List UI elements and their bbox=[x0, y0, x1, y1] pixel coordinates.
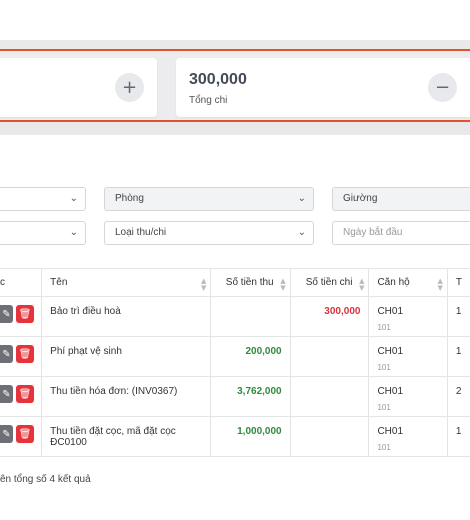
row-t: 1 bbox=[446, 416, 470, 457]
remove-button[interactable]: − bbox=[428, 73, 457, 102]
row-expense bbox=[289, 336, 370, 377]
row-expense: 300,000 bbox=[289, 296, 370, 337]
edit-icon[interactable]: ✎ bbox=[0, 345, 13, 363]
bed-select-label: Giường bbox=[343, 193, 378, 204]
sort-icon[interactable]: ▲ ▼ bbox=[201, 277, 207, 292]
start-date-input[interactable]: Ngày bắt đầu bbox=[332, 221, 470, 245]
row-actions: ✎ 🗑 bbox=[0, 376, 43, 417]
row-unit-code: CH01 bbox=[377, 346, 404, 357]
room-select[interactable]: Phòng ⌄ bbox=[104, 187, 314, 211]
row-name: Bảo trì điều hoà bbox=[41, 296, 212, 337]
header-expense[interactable]: Số tiền chi ▲ ▼ bbox=[289, 268, 370, 297]
row-expense bbox=[289, 416, 370, 457]
summary-card-income: + bbox=[0, 58, 157, 117]
row-name: Thu tiền đặt cọc, mã đặt cọc ĐC0100 bbox=[41, 416, 212, 457]
trash-icon[interactable]: 🗑 bbox=[16, 425, 34, 443]
start-date-placeholder: Ngày bắt đầu bbox=[343, 227, 403, 238]
chevron-down-icon: ⌄ bbox=[297, 227, 306, 238]
row-t: 1 bbox=[446, 336, 470, 377]
table-row: ✎ 🗑 Thu tiền đặt cọc, mã đặt cọc ĐC0100 1,0… bbox=[0, 416, 470, 457]
row-unit-sub: 101 bbox=[377, 443, 391, 452]
row-actions: ✎ 🗑 bbox=[0, 296, 43, 337]
row-unit-sub: 101 bbox=[377, 363, 391, 372]
chevron-down-icon: ⌄ bbox=[297, 193, 306, 204]
row-name: Phí phạt vệ sinh bbox=[41, 336, 212, 377]
trash-icon[interactable]: 🗑 bbox=[16, 305, 34, 323]
row-unit: CH01 101 bbox=[368, 296, 448, 337]
total-expense-value: 300,000 bbox=[189, 71, 247, 88]
main-panel: ⌄ Phòng ⌄ Giường ⌄ Loại thu/chi ⌄ Ngày b… bbox=[0, 135, 470, 520]
type-select[interactable]: Loại thu/chi ⌄ bbox=[104, 221, 314, 245]
row-unit: CH01 101 bbox=[368, 336, 448, 377]
header-t[interactable]: T bbox=[446, 268, 470, 297]
edit-icon[interactable]: ✎ bbox=[0, 425, 13, 443]
row-unit-sub: 101 bbox=[377, 323, 391, 332]
add-button[interactable]: + bbox=[115, 73, 144, 102]
table-header-row: c Tên ▲ ▼ Số tiền thu ▲ ▼ Số tiền chi ▲ ▼ Căn … bbox=[0, 268, 470, 297]
row-actions: ✎ 🗑 bbox=[0, 336, 43, 377]
edit-icon[interactable]: ✎ bbox=[0, 385, 13, 403]
header-income[interactable]: Số tiền thu ▲ ▼ bbox=[210, 268, 291, 297]
row-unit-code: CH01 bbox=[377, 426, 404, 437]
filter-select-1[interactable]: ⌄ bbox=[0, 187, 86, 211]
header-unit[interactable]: Căn hộ ▲ ▼ bbox=[368, 268, 448, 297]
type-select-label: Loại thu/chi bbox=[115, 227, 167, 238]
edit-icon[interactable]: ✎ bbox=[0, 305, 13, 323]
row-income: 1,000,000 bbox=[210, 416, 291, 457]
row-actions: ✎ 🗑 bbox=[0, 416, 43, 457]
trash-icon[interactable]: 🗑 bbox=[16, 345, 34, 363]
top-bar bbox=[0, 0, 470, 40]
sort-icon[interactable]: ▲ ▼ bbox=[437, 277, 443, 292]
chevron-down-icon: ⌄ bbox=[69, 227, 78, 238]
row-income: 3,762,000 bbox=[210, 376, 291, 417]
room-select-label: Phòng bbox=[115, 193, 144, 204]
table-row: ✎ 🗑 Bảo trì điều hoà 300,000 CH01 101 1 bbox=[0, 296, 470, 337]
row-unit: CH01 101 bbox=[368, 416, 448, 457]
header-actions: c bbox=[0, 268, 43, 297]
chevron-down-icon: ⌄ bbox=[69, 193, 78, 204]
table-row: ✎ 🗑 Phí phạt vệ sinh 200,000 CH01 101 1 bbox=[0, 336, 470, 377]
pagination-summary: ên tổng số 4 kết quả bbox=[0, 474, 91, 485]
sort-icon[interactable]: ▲ ▼ bbox=[359, 277, 365, 292]
summary-card-expense: 300,000 Tổng chi − bbox=[176, 58, 470, 117]
bed-select[interactable]: Giường bbox=[332, 187, 470, 211]
row-unit-sub: 101 bbox=[377, 403, 391, 412]
row-t: 2 bbox=[446, 376, 470, 417]
row-income bbox=[210, 296, 291, 337]
transactions-table: c Tên ▲ ▼ Số tiền thu ▲ ▼ Số tiền chi ▲ ▼ Căn … bbox=[0, 268, 470, 457]
filter-select-2[interactable]: ⌄ bbox=[0, 221, 86, 245]
row-expense bbox=[289, 376, 370, 417]
total-expense-label: Tổng chi bbox=[189, 95, 228, 106]
trash-icon[interactable]: 🗑 bbox=[16, 385, 34, 403]
row-unit-code: CH01 bbox=[377, 306, 404, 317]
table-row: ✎ 🗑 Thu tiền hóa đơn: (INV0367) 3,762,000 CH… bbox=[0, 376, 470, 417]
header-name[interactable]: Tên ▲ ▼ bbox=[41, 268, 212, 297]
row-t: 1 bbox=[446, 296, 470, 337]
summary-section: + 300,000 Tổng chi − bbox=[0, 49, 470, 122]
row-unit: CH01 101 bbox=[368, 376, 448, 417]
row-name: Thu tiền hóa đơn: (INV0367) bbox=[41, 376, 212, 417]
row-unit-code: CH01 bbox=[377, 386, 404, 397]
sort-icon[interactable]: ▲ ▼ bbox=[280, 277, 286, 292]
row-income: 200,000 bbox=[210, 336, 291, 377]
